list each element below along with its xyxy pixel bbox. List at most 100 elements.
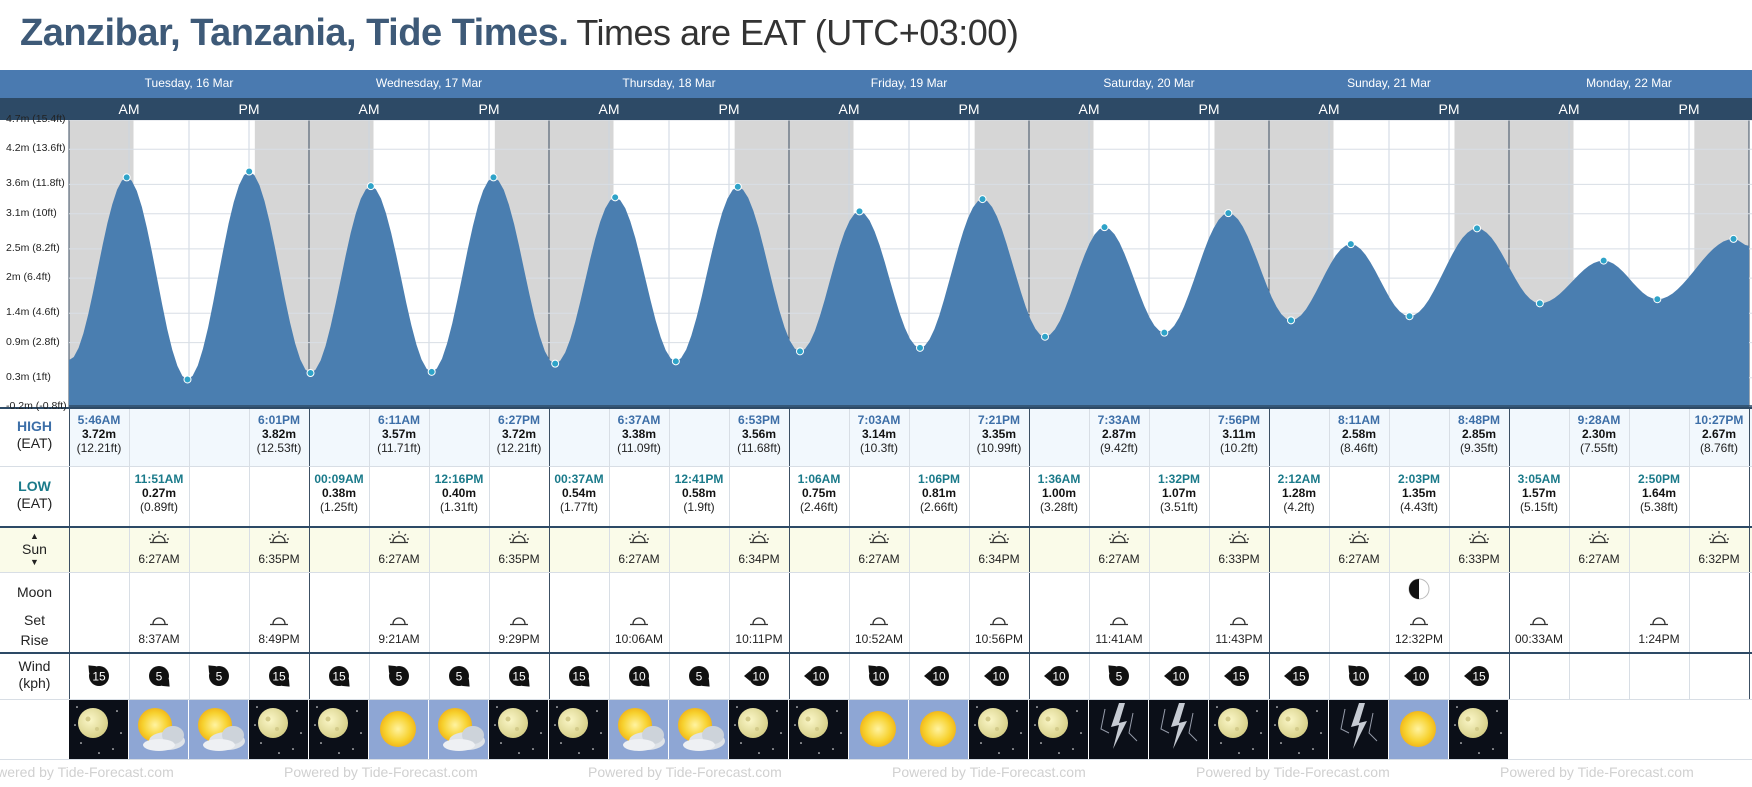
y-tick-label: 3.1m (10ft) xyxy=(6,206,57,219)
sun-label: ▲ Sun ▼ xyxy=(0,532,69,567)
high-time: 7:21PM xyxy=(977,413,1021,427)
wind-arrow-ne-icon: 5 xyxy=(208,665,229,686)
footer-powered-by: Powered by Tide-Forecast.com xyxy=(0,764,174,780)
high-height-m: 3.72m xyxy=(501,427,537,441)
wind-arrow-ne-icon: 10 xyxy=(1348,665,1369,686)
low-height-ft: (3.28ft) xyxy=(1039,500,1078,514)
wind-indicator: 15 xyxy=(322,662,356,695)
high-height-ft: (11.68ft) xyxy=(737,441,781,455)
low-tide-point xyxy=(1160,328,1169,337)
moon-rise-icon-wrap xyxy=(1359,612,1479,631)
weather-cell xyxy=(429,699,488,759)
day-label: Wednesday, 17 Mar xyxy=(375,76,483,90)
wind-indicator: 15 xyxy=(1462,662,1496,695)
high-height-m: 2.85m xyxy=(1461,427,1497,441)
sunset-icon xyxy=(1709,531,1729,544)
tide-area xyxy=(69,171,1749,407)
table-vline xyxy=(669,407,670,699)
high-time: 5:46AM xyxy=(77,413,121,427)
wind-speed: 5 xyxy=(156,670,163,684)
low-tide-point xyxy=(671,357,680,366)
sunset-icon-wrap xyxy=(1179,530,1299,549)
clear-night-icon xyxy=(254,706,302,754)
wind-indicator: 10 xyxy=(982,662,1016,695)
y-tick-label: 2m (6.4ft) xyxy=(6,271,51,284)
low-height-ft: (2.46ft) xyxy=(799,500,838,514)
low-time: 1:32PM xyxy=(1157,472,1201,486)
table-vline xyxy=(69,407,70,699)
sunset-time: 6:35PM xyxy=(498,552,540,566)
low-tide-cell: 1:36AM 1.00m (3.28ft) xyxy=(999,472,1119,514)
clear-night-icon xyxy=(1214,706,1262,754)
low-tide-point xyxy=(427,367,436,376)
ampm-label: PM xyxy=(958,101,980,117)
high-height-ft: (8.46ft) xyxy=(1339,441,1378,455)
low-height-m: 0.58m xyxy=(681,486,717,500)
high-tide-cell: 7:56PM 3.11m (10.2ft) xyxy=(1179,413,1299,455)
high-height-m: 2.67m xyxy=(1701,427,1737,441)
low-height-m: 0.38m xyxy=(321,486,357,500)
low-label: LOW (EAT) xyxy=(16,478,53,511)
weather-cell xyxy=(1029,699,1088,759)
wind-speed: 15 xyxy=(572,670,586,684)
table-hline xyxy=(0,407,1752,409)
sunset-time: 6:33PM xyxy=(1458,552,1500,566)
table-vline xyxy=(369,407,370,699)
sun-down-arrow-icon: ▼ xyxy=(30,557,39,567)
moon-rise-time: 9:21AM xyxy=(378,632,420,646)
low-time: 00:09AM xyxy=(314,472,364,486)
weather-cell xyxy=(1449,699,1508,759)
high-height-ft: (10.2ft) xyxy=(1219,441,1258,455)
sun-row: ▲ Sun ▼ 6:27AM 6:35PM 6:27AM 6:35PM 6:27AM 6:… xyxy=(0,526,1752,572)
low-tide-cell: 2:12AM 1.28m (4.2ft) xyxy=(1239,472,1359,514)
wind-speed: 10 xyxy=(1412,670,1426,684)
ampm-header-bar xyxy=(69,98,1752,120)
sunrise-icon-wrap xyxy=(1059,530,1179,549)
moon-rise-icon xyxy=(150,617,168,626)
table-hline xyxy=(0,572,1752,573)
low-time: 00:37AM xyxy=(554,472,604,486)
wind-speed: 10 xyxy=(1172,670,1186,684)
low-height-ft: (5.15ft) xyxy=(1519,500,1558,514)
high-tide-point xyxy=(1729,234,1738,243)
wind-indicator: 10 xyxy=(862,662,896,695)
wind-speed: 5 xyxy=(396,670,403,684)
moon-rise-time: 10:06AM xyxy=(614,632,664,646)
table-hline xyxy=(0,759,1752,760)
wind-indicator: 15 xyxy=(562,662,596,695)
low-tide-cell: 11:51AM 0.27m (0.89ft) xyxy=(99,472,219,514)
high-height-ft: (12.21ft) xyxy=(496,441,542,455)
footer-powered-by: Powered by Tide-Forecast.com xyxy=(588,764,782,780)
thunderstorm-night-icon xyxy=(1100,703,1138,749)
sunset-time: 6:34PM xyxy=(978,552,1020,566)
low-height-ft: (0.89ft) xyxy=(139,500,178,514)
low-time: 2:03PM xyxy=(1397,472,1441,486)
day-header-bar xyxy=(69,70,1752,98)
wind-speed: 5 xyxy=(456,670,463,684)
weather-cell xyxy=(1329,699,1388,759)
table-vline xyxy=(489,407,490,699)
thunderstorm-night-icon xyxy=(1340,703,1378,749)
high-time: 6:27PM xyxy=(497,413,541,427)
wind-arrow-sw-icon: 15 xyxy=(509,666,530,687)
moon-rise-time: 12:32PM xyxy=(1394,632,1444,646)
high-height-ft: (7.55ft) xyxy=(1579,441,1618,455)
sunrise-icon xyxy=(1349,531,1369,544)
moon-rise-label: Rise xyxy=(20,632,49,648)
low-time: 11:51AM xyxy=(134,472,184,486)
timezone-subtitle: Times are EAT (UTC+03:00) xyxy=(576,12,1019,53)
moon-rise-icon-wrap xyxy=(99,612,219,631)
moon-set-icon-wrap xyxy=(939,612,1059,631)
wind-indicator: 15 xyxy=(1222,662,1256,695)
moon-rise-icon xyxy=(1650,617,1668,626)
table-vline xyxy=(609,407,610,699)
title-bar: Zanzibar, Tanzania, Tide Times. Times are… xyxy=(0,0,1752,70)
moon-rise-icon-wrap xyxy=(819,612,939,631)
sunset-icon-wrap xyxy=(1419,530,1539,549)
high-tide-point xyxy=(366,182,375,191)
table-vline xyxy=(1749,407,1750,699)
low-tide-point xyxy=(183,375,192,384)
header-corner-bottom xyxy=(0,98,69,120)
wind-arrow-w-icon: 15 xyxy=(1284,666,1309,686)
sunset-icon-wrap xyxy=(939,530,1059,549)
